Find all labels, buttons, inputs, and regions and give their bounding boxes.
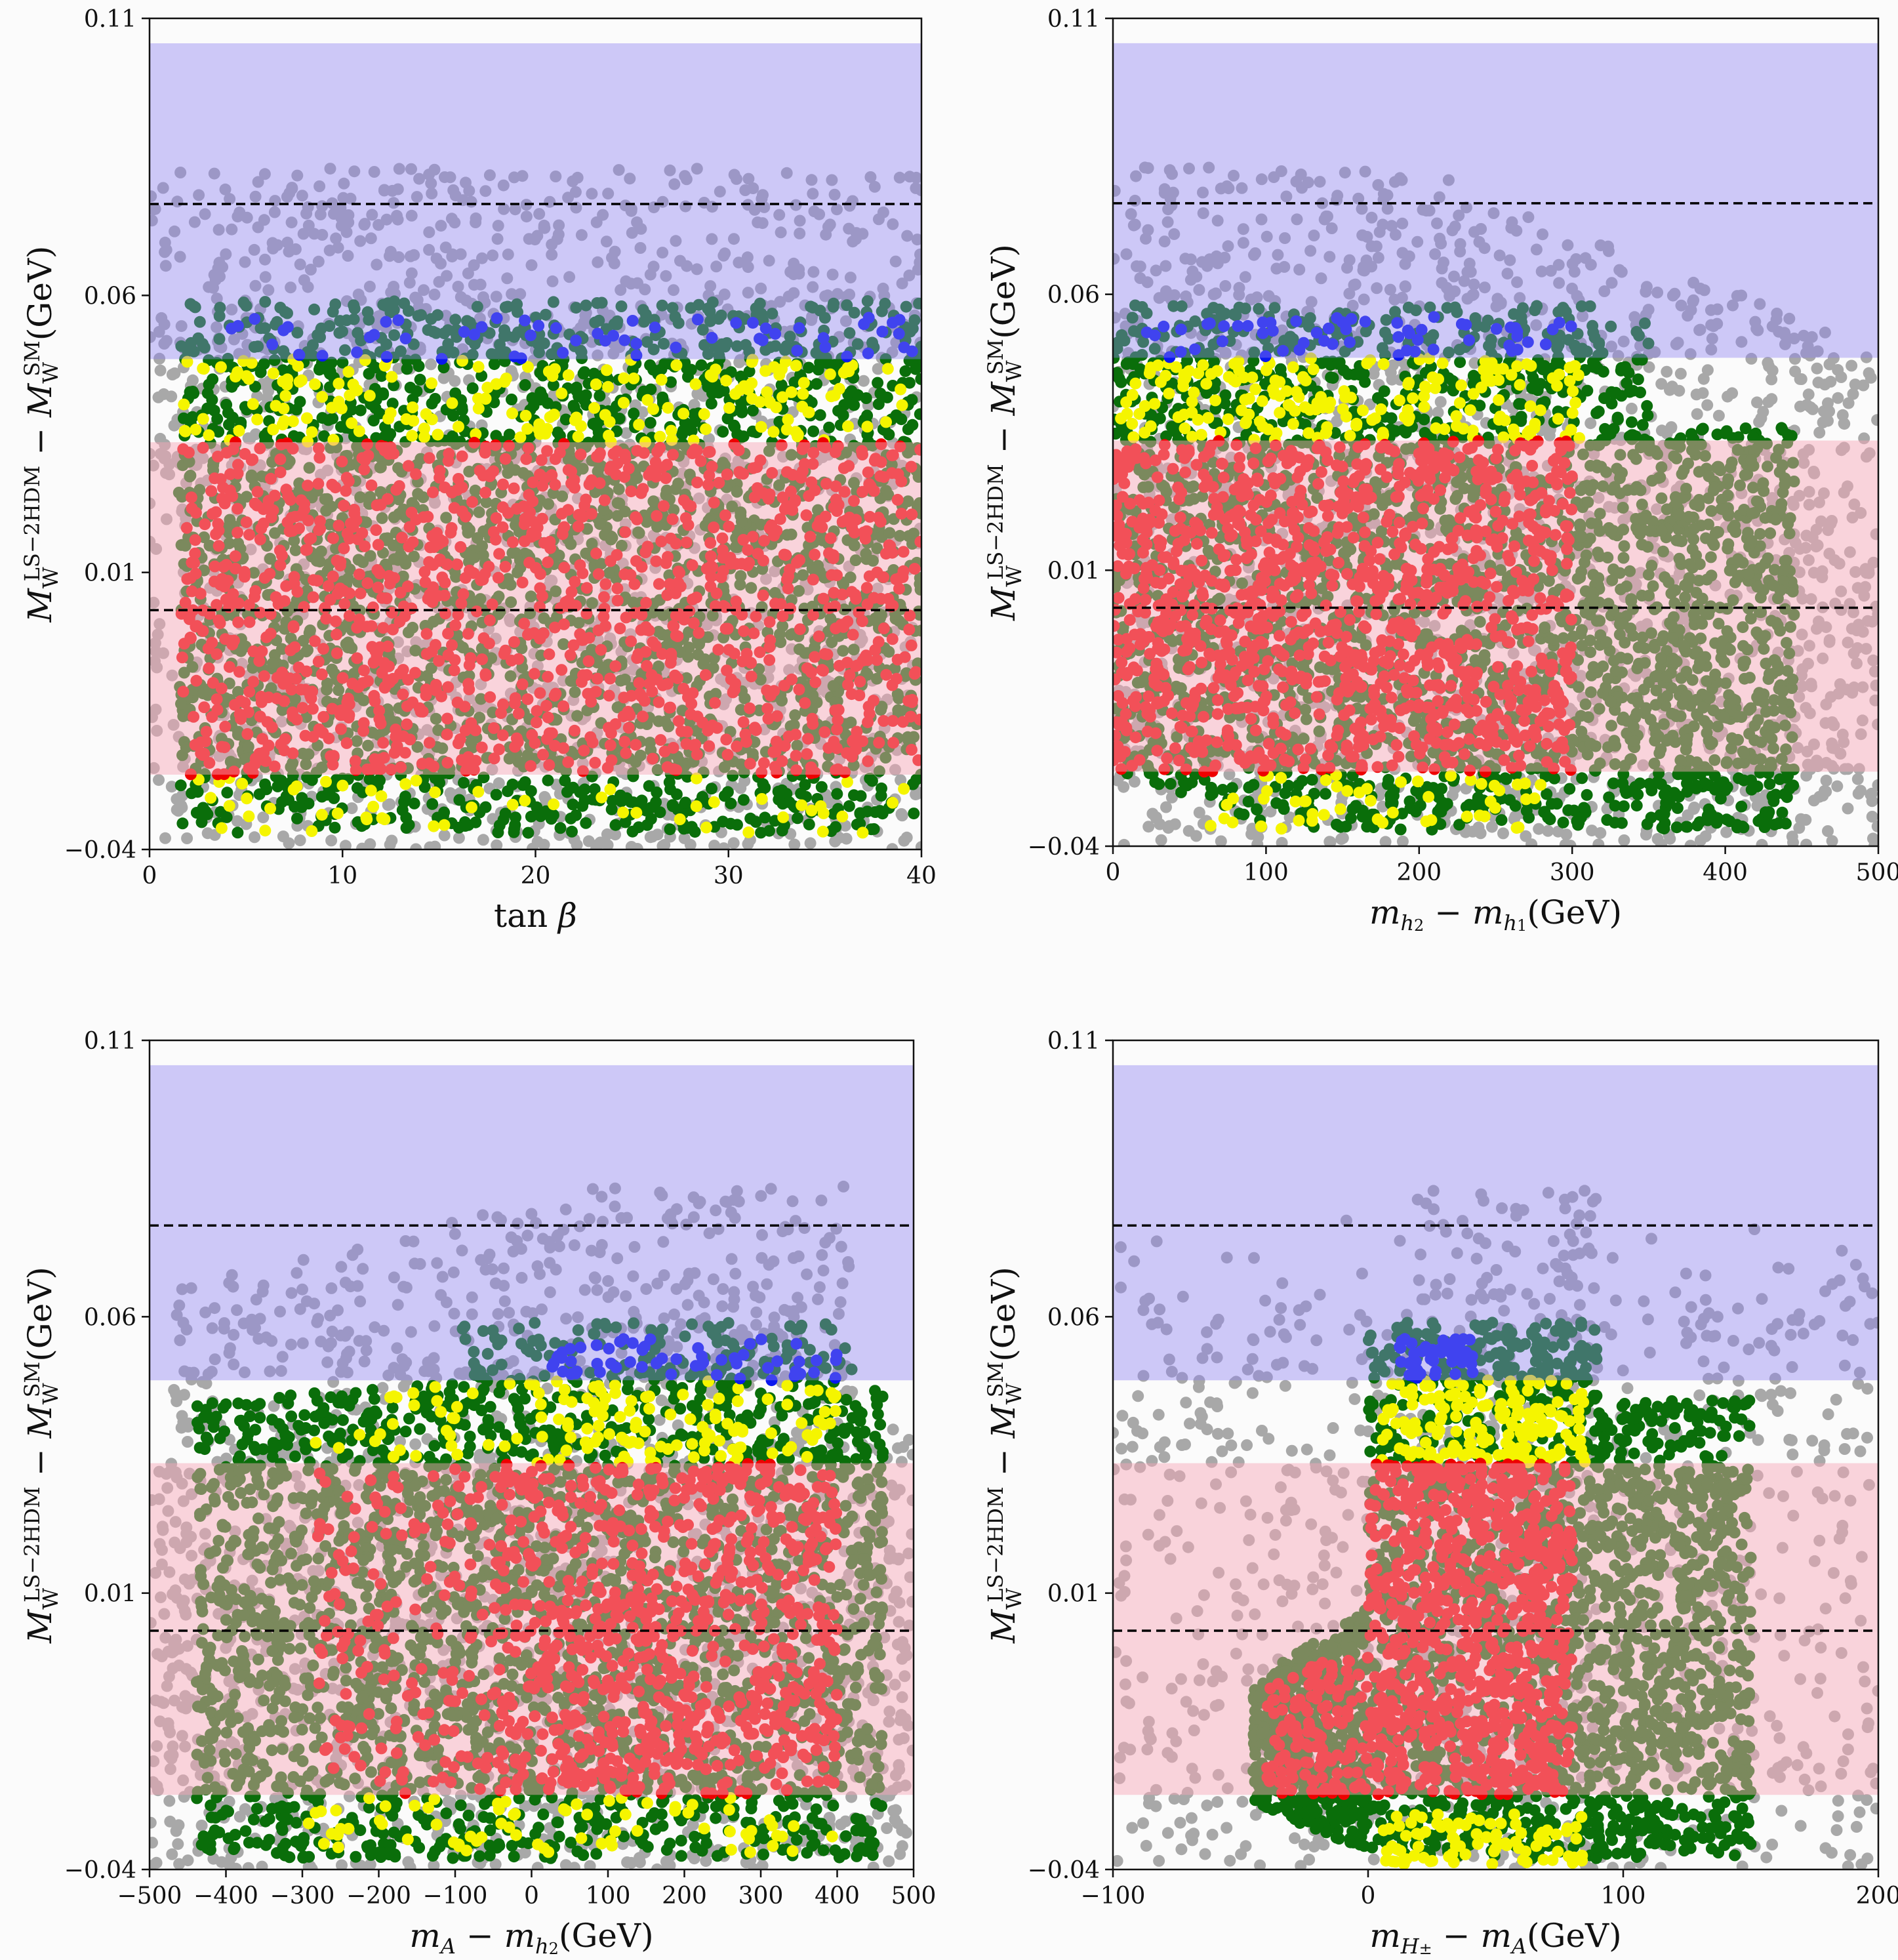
- x-tick-label-2-4: 400: [1703, 859, 1748, 886]
- red-points-1: [175, 436, 921, 781]
- x-tick-label-1-0: 0: [142, 863, 157, 889]
- y-tick-label-4-3: 0.11: [1047, 1028, 1100, 1055]
- x-tick-label-2-5: 500: [1856, 859, 1898, 886]
- blue-points-3: [546, 1333, 843, 1387]
- x-tick-label-2-1: 100: [1243, 859, 1289, 886]
- x-axis-label-4: mH± − mA(GeV): [1369, 1917, 1621, 1959]
- y-tick-label-3-1: 0.01: [84, 1581, 136, 1608]
- x-tick-label-3-5: 0: [524, 1883, 539, 1909]
- plot-area-4: [1113, 1065, 1878, 1869]
- y-tick-label-1-2: 0.06: [84, 283, 136, 310]
- y-tick-label-2-1: 0.01: [1047, 558, 1100, 584]
- y-tick-label-4-1: 0.01: [1047, 1581, 1100, 1608]
- y-tick-label-1-0: −0.04: [64, 837, 136, 864]
- x-tick-label-1-3: 30: [714, 863, 744, 889]
- x-tick-label-2-2: 200: [1396, 859, 1442, 886]
- pink-band-1: [150, 442, 921, 775]
- y-tick-label-2-2: 0.06: [1047, 282, 1100, 309]
- y-axis-label-4: MWLS−2HDM − MWSM(GeV): [983, 1267, 1026, 1644]
- x-tick-label-3-9: 400: [815, 1883, 860, 1909]
- blue-points-2: [1141, 311, 1577, 363]
- y-tick-label-3-3: 0.11: [84, 1028, 136, 1055]
- pink-band-4: [1113, 1463, 1878, 1795]
- x-tick-label-3-4: −100: [423, 1883, 488, 1909]
- x-tick-label-3-1: −400: [193, 1883, 258, 1909]
- purple-band-1: [150, 43, 921, 359]
- x-tick-label-4-2: 100: [1601, 1883, 1646, 1909]
- x-axis-label-1: tan β: [494, 897, 577, 935]
- yellow-points-4: [1376, 1374, 1591, 1869]
- x-tick-label-1-4: 40: [906, 863, 937, 889]
- red-points-2: [1113, 435, 1578, 778]
- y-tick-label-3-0: −0.04: [64, 1857, 136, 1884]
- y-tick-label-3-2: 0.06: [84, 1304, 136, 1331]
- purple-band-2: [1113, 43, 1878, 358]
- x-tick-label-3-6: 100: [586, 1883, 631, 1909]
- x-tick-label-2-0: 0: [1106, 859, 1121, 886]
- purple-band-4: [1113, 1065, 1878, 1381]
- x-tick-label-3-10: 500: [891, 1883, 937, 1909]
- yellow-points-1: [178, 354, 910, 839]
- y-tick-label-1-3: 0.11: [84, 6, 136, 33]
- y-tick-label-2-3: 0.11: [1047, 6, 1100, 33]
- plot-area-1: [150, 43, 921, 849]
- x-tick-label-4-3: 200: [1856, 1883, 1898, 1909]
- x-tick-label-2-3: 300: [1550, 859, 1595, 886]
- x-tick-label-1-2: 20: [521, 863, 551, 889]
- x-tick-label-4-0: −100: [1081, 1883, 1146, 1909]
- axes-frame-2: [1112, 17, 1880, 847]
- x-tick-label-4-1: 0: [1361, 1883, 1376, 1909]
- y-tick-label-2-0: −0.04: [1028, 834, 1100, 861]
- y-axis-label-2: MWLS−2HDM − MWSM(GeV): [983, 244, 1026, 621]
- x-tick-label-3-8: 300: [738, 1883, 784, 1909]
- panel-1: 0 10 20 30 40 −0.04 0.01 0.06 0.11 MWLS−2HDM − MW…: [20, 6, 937, 935]
- y-tick-label-1-1: 0.01: [84, 560, 136, 587]
- blue-points-4: [1394, 1333, 1479, 1384]
- plot-area-3: [150, 1065, 914, 1869]
- y-axis-label-1: MWLS−2HDM − MWSM(GeV): [20, 246, 62, 623]
- x-axis-label-3: mA − mh2(GeV): [409, 1917, 653, 1959]
- y-tick-label-4-0: −0.04: [1028, 1857, 1100, 1884]
- panel-3: −500 −400 −300 −200 −100 0 100 200 300 400 500 −0.0…: [20, 1028, 936, 1959]
- plot-area-2: [1113, 43, 1878, 846]
- red-points-3: [312, 1458, 843, 1799]
- x-tick-label-3-2: −300: [270, 1883, 335, 1909]
- x-tick-label-3-7: 200: [662, 1883, 707, 1909]
- red-points-4: [1261, 1458, 1578, 1801]
- y-tick-label-4-2: 0.06: [1047, 1304, 1100, 1331]
- x-axis-label-2: mh2 − mh1(GeV): [1369, 893, 1622, 935]
- x-tick-label-1-1: 10: [327, 863, 357, 889]
- yellow-points-2: [1115, 352, 1586, 835]
- pink-band-2: [1113, 440, 1878, 772]
- panel-2: 0 100 200 300 400 500 −0.04 0.01 0.06 0.11 MWLS−2H…: [983, 6, 1898, 935]
- panel-4: −100 0 100 200 −0.04 0.01 0.06 0.11 MWLS−2HDM − …: [983, 1028, 1898, 1959]
- y-axis-label-3: MWLS−2HDM − MWSM(GeV): [20, 1267, 62, 1644]
- purple-band-3: [150, 1065, 914, 1381]
- axes-frame-4: [1112, 1039, 1880, 1871]
- pink-band-3: [150, 1463, 914, 1795]
- blue-points-1: [225, 312, 918, 365]
- x-tick-label-3-0: −500: [117, 1883, 182, 1909]
- x-tick-label-3-3: −200: [346, 1883, 411, 1909]
